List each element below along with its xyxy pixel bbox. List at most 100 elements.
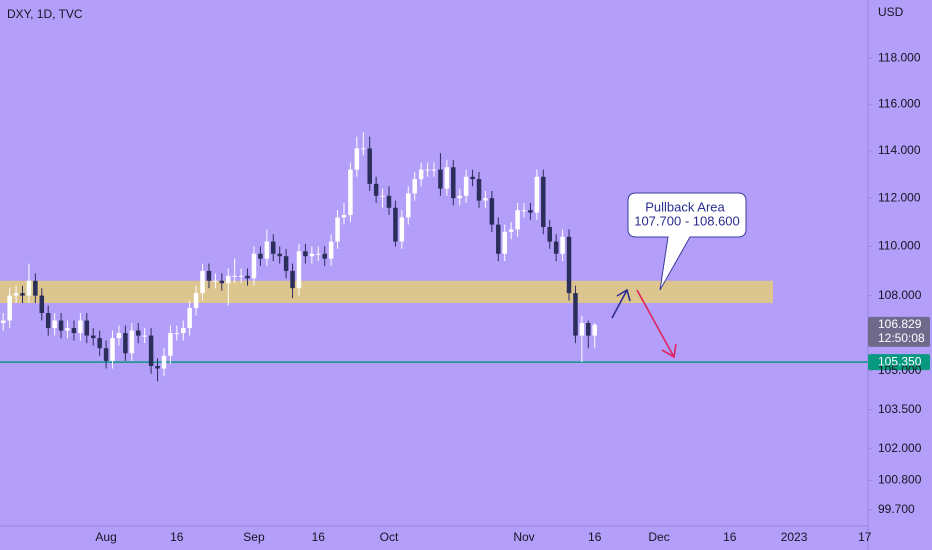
down-arrow [636,289,675,358]
candle-body [129,330,135,354]
candle-body [174,333,180,335]
candle-body [296,251,302,289]
candle-body [110,338,115,361]
candle-body [463,176,469,196]
candle-body [579,323,585,336]
candle-body [168,333,173,356]
x-tick-label: 16 [312,530,326,544]
candle-body [316,253,321,255]
candle-body [560,236,565,254]
candle-body [84,320,90,336]
candle-body [90,335,96,339]
candle-body [470,176,475,180]
candle-body [0,320,6,324]
up-arrow [611,289,628,319]
candle-body [573,293,578,336]
candle-body [226,275,231,284]
support-label: 105.350 [878,354,922,368]
candle-body [547,227,552,242]
candle-body [238,275,244,277]
candle-body [283,256,289,271]
candle-body [361,148,366,150]
y-tick-label: 114.000 [878,143,921,157]
candle-body [541,176,546,228]
candle-body [193,293,199,309]
candle-body [135,330,141,336]
candle-body [521,210,527,212]
candle-body [78,320,83,334]
candle-body [245,275,250,279]
candle-body [489,198,495,225]
candle-body [103,348,109,361]
candle-body [425,169,430,171]
candle-body [438,169,443,189]
candle-body [187,308,192,329]
candle-body [7,295,12,321]
candle-body [418,169,424,180]
candle-body [322,253,327,259]
callout-text: 107.700 - 108.600 [634,213,740,228]
down-arrow-head [661,343,677,359]
candle-body [116,333,122,339]
y-tick-label: 112.000 [878,190,921,204]
candle-body [20,293,25,296]
candle-body [309,253,315,257]
x-tick-label: Dec [648,530,669,544]
y-tick-label: 110.000 [878,239,921,253]
candle-body [219,280,225,284]
candle-body [142,335,147,337]
candle-body [264,241,270,259]
candle-body [393,207,398,242]
candle-body [277,253,282,257]
candle-body [52,320,57,329]
candle-body [412,179,417,194]
candle-body [341,214,347,218]
y-tick-label: 105.000 [878,363,922,377]
candle-body [180,328,186,334]
candle-body [65,328,70,331]
candle-body [303,251,308,257]
candle-body [33,280,38,296]
y-tick-label: 108.000 [878,288,922,302]
candle-body [534,176,540,213]
x-tick-label: Aug [95,530,116,544]
candle-body [515,210,520,230]
candle-body [592,324,597,336]
candle-body [528,210,533,213]
candle-body [161,355,167,369]
candle-body [271,241,276,254]
candle-body [39,295,45,314]
candle-body [335,217,340,242]
candle-body [213,280,218,282]
candle-body [431,169,437,171]
candle-body [328,241,334,259]
callout-box [627,192,747,291]
y-tick-label: 102.000 [878,441,922,455]
candle-body [406,193,411,218]
last-price: 106.829 [878,317,922,331]
x-tick-label: 16 [588,530,602,544]
candle-body [373,183,379,196]
x-tick-label: 2023 [781,530,808,544]
pullback-zone [0,280,773,304]
candle-body [155,365,160,369]
candle-body [586,323,591,336]
chart-title: DXY, 1D, TVC [7,7,83,21]
candle-body [71,328,77,334]
last-price-box [868,316,930,347]
x-tick-label: Nov [513,530,534,544]
candle-body [58,320,64,331]
y-tick-label: 99.700 [878,502,915,516]
candle-body [380,195,385,197]
candle-body [200,270,205,294]
candle-body [508,229,514,232]
candle-body [13,293,19,296]
y-tick-label: 116.000 [878,96,921,110]
candle-body [258,253,263,259]
x-tick-label: Oct [380,530,399,544]
candle-body [451,167,456,199]
candle-body [206,270,212,281]
